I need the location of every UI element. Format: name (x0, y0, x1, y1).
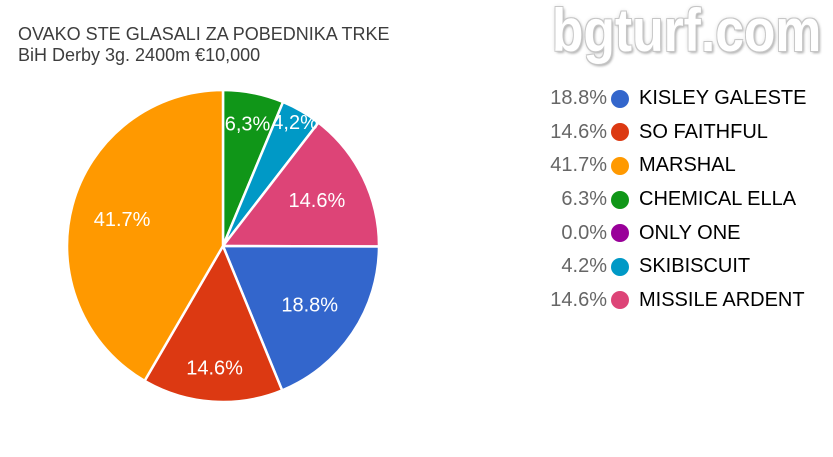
pie-slice-so-faithful[interactable] (143, 244, 284, 404)
chart-subtitle: BiH Derby 3g. 2400m €10,000 (18, 45, 261, 65)
legend-marker-icon (611, 224, 629, 243)
legend-marker-icon (611, 156, 629, 175)
legend-row: 18.8% KISLEY GALESTE (549, 82, 807, 116)
pie-slice-label: 41.7% (94, 209, 151, 231)
legend-marker-icon (611, 123, 629, 142)
legend-label: MISSILE ARDENT (639, 288, 805, 311)
pie-slice-label: 18.8% (281, 294, 338, 316)
legend-label: SO FAITHFUL (639, 120, 768, 143)
chart-title: OVAKO STE GLASALI ZA POBEDNIKA TRKE (18, 24, 390, 44)
legend-row: 0.0% ONLY ONE (549, 216, 807, 250)
legend-marker-icon (611, 89, 629, 108)
legend-row: 41.7% MARSHAL (549, 149, 807, 183)
legend-percent: 4.2% (561, 255, 607, 278)
legend-row: 6.3% CHEMICAL ELLA (549, 183, 807, 217)
pie-slice-label: 4,2% (272, 112, 318, 134)
legend-label: CHEMICAL ELLA (639, 188, 797, 211)
legend-row: 4.2% SKIBISCUIT (549, 250, 807, 284)
legend-row: 14.6% MISSILE ARDENT (549, 284, 807, 318)
legend-marker-icon (611, 257, 629, 276)
pie-slice-marshal[interactable] (65, 88, 225, 383)
watermark-logo: bgturf.com (551, 0, 821, 64)
legend-row: 14.6% SO FAITHFUL (549, 116, 807, 150)
pie-slice-kisley-galeste[interactable] (221, 244, 381, 392)
legend-percent: 0.0% (561, 221, 607, 244)
legend-label: ONLY ONE (639, 221, 741, 244)
legend-label: SKIBISCUIT (639, 255, 751, 278)
legend-percent: 6.3% (561, 188, 607, 211)
legend-marker-icon (611, 190, 629, 209)
legend-label: KISLEY GALESTE (639, 87, 807, 110)
legend-marker-icon (611, 291, 629, 310)
legend-percent: 14.6% (550, 288, 607, 311)
legend-label: MARSHAL (639, 154, 736, 177)
pie-slice-label: 14.6% (186, 357, 243, 379)
legend-percent: 18.8% (550, 87, 607, 110)
pie-slice-label: 14.6% (289, 190, 346, 212)
legend-percent: 41.7% (550, 154, 607, 177)
pie-slice-label: 6,3% (225, 114, 271, 136)
legend-percent: 14.6% (550, 120, 607, 143)
title-block: OVAKO STE GLASALI ZA POBEDNIKA TRKE BiH … (18, 24, 389, 66)
legend: 18.8% KISLEY GALESTE 14.6% SO FAITHFUL 41.7%… (549, 82, 807, 318)
pie-slice-missile-ardent[interactable] (221, 121, 381, 248)
